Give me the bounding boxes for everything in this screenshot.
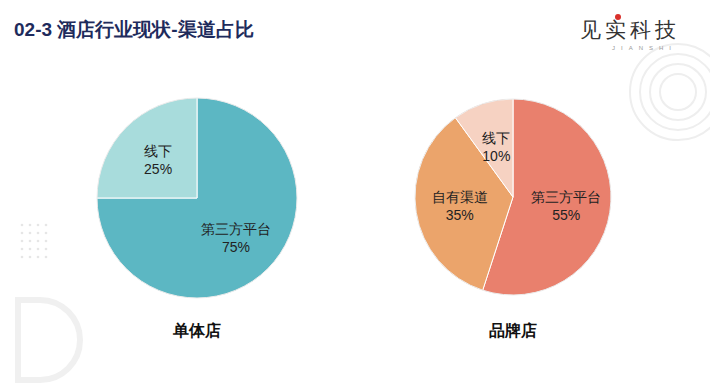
slice-category: 第三方平台 (201, 221, 271, 237)
logo: 见实科技 (580, 18, 680, 41)
deco-circle (640, 54, 710, 130)
slice-category: 线下 (482, 130, 510, 146)
slide-title: 02-3 酒店行业现状-渠道占比 (14, 19, 254, 40)
slice-category: 线下 (144, 143, 172, 159)
deco-dot (45, 232, 48, 235)
logo-sub: JIANSHI (612, 45, 677, 51)
deco-dot (21, 256, 24, 259)
deco-dot (45, 248, 48, 251)
deco-dot (21, 232, 24, 235)
deco-dot (37, 224, 40, 227)
deco-dot (45, 240, 48, 243)
pie-outline (415, 99, 611, 295)
deco-dot (21, 240, 24, 243)
chart-title: 品牌店 (489, 321, 537, 339)
deco-dot (45, 256, 48, 259)
pie-chart: 第三方平台 55% 自有渠道 35% 线下 10% 品牌店 (415, 99, 611, 339)
deco-dot (29, 248, 32, 251)
slice-value: 75% (222, 239, 250, 255)
deco-shape (18, 300, 80, 380)
logo-dot (615, 14, 621, 20)
pie-outline (97, 98, 297, 298)
pie-slice (97, 98, 297, 298)
deco-dot (21, 224, 24, 227)
slice-value: 35% (446, 207, 474, 223)
pie-slice (455, 99, 513, 197)
deco-dot (29, 240, 32, 243)
pie-slice (415, 118, 513, 290)
chart-title: 单体店 (172, 321, 221, 339)
slice-category: 自有渠道 (432, 189, 488, 205)
deco-dot (45, 224, 48, 227)
deco-circle (660, 74, 696, 110)
deco-dot (37, 248, 40, 251)
deco-dot (37, 240, 40, 243)
deco-circle (650, 64, 706, 120)
deco-dot (37, 232, 40, 235)
deco-dot (21, 248, 24, 251)
deco-circle (630, 44, 710, 140)
deco-dot (29, 224, 32, 227)
slice-value: 55% (552, 207, 580, 223)
slice-value: 25% (144, 161, 172, 177)
background-decoration (18, 44, 710, 380)
deco-dot (29, 232, 32, 235)
pie-slice (97, 98, 197, 198)
slice-category: 第三方平台 (531, 189, 601, 205)
deco-dot (29, 256, 32, 259)
slide: 02-3 酒店行业现状-渠道占比 见实科技 JIANSHI 第三方平台 75% 线下 25%… (0, 0, 710, 392)
pie-chart: 第三方平台 75% 线下 25% 单体店 (97, 98, 297, 339)
slice-value: 10% (482, 148, 510, 164)
deco-dot (37, 256, 40, 259)
